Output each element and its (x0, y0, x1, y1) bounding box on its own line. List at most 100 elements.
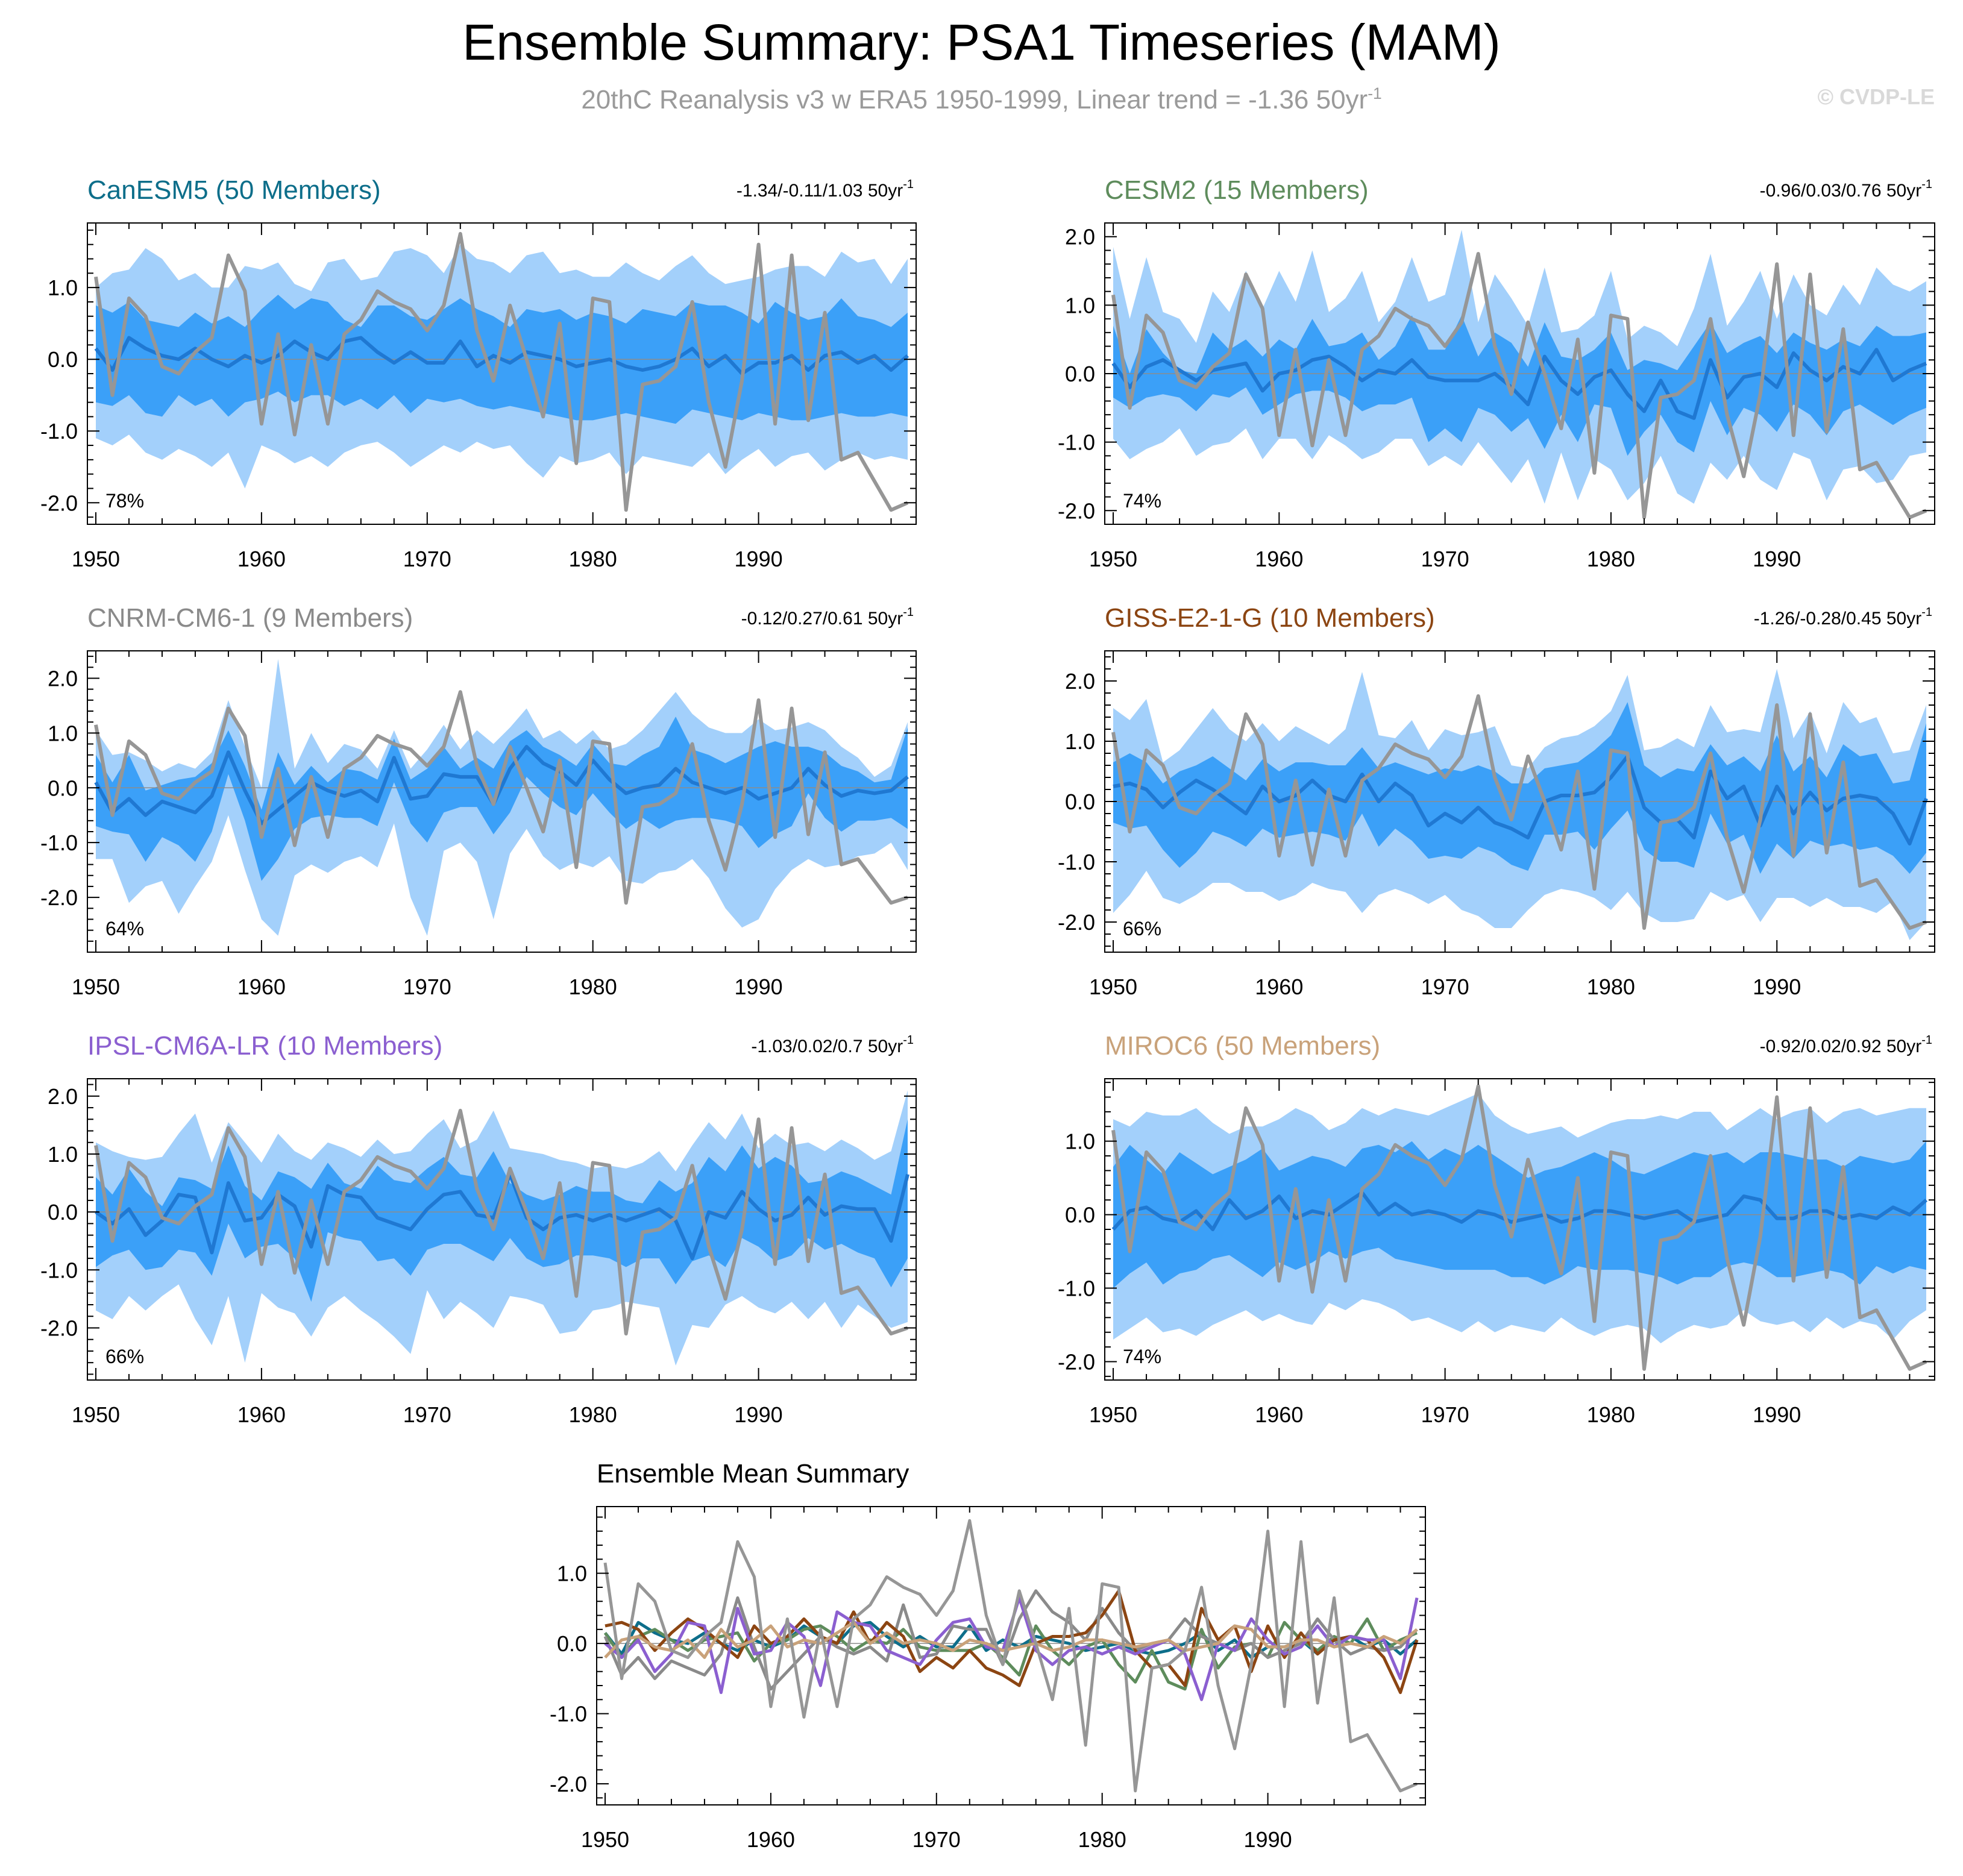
x-tick-label: 1950 (581, 1827, 629, 1852)
y-tick-label: -2.0 (550, 1772, 587, 1796)
ensemble-mean-line (94, 745, 909, 826)
x-tick-label: 1960 (1255, 974, 1303, 999)
y-tick-label: 0.0 (48, 776, 78, 800)
series-line-miroc6 (604, 1620, 1418, 1659)
x-tick-label: 1960 (1255, 547, 1303, 571)
y-tick-label: 0.0 (1065, 789, 1095, 814)
y-tick-label: -1.0 (1058, 1276, 1095, 1301)
band-25-75-percentile (96, 717, 908, 881)
y-tick-label: -1.0 (40, 419, 78, 444)
y-tick-label: 1.0 (1065, 1129, 1095, 1154)
x-tick-label: 1980 (569, 1402, 617, 1427)
y-tick-label: 2.0 (48, 666, 78, 691)
trend-superscript: -1 (903, 1034, 914, 1047)
subtitle-superscript: -1 (1368, 84, 1382, 102)
plot-frame (596, 1506, 1426, 1805)
y-tick-label: -2.0 (1058, 910, 1095, 935)
trend-text: -1.34/-0.11/1.03 50yr (737, 181, 903, 201)
trend-superscript: -1 (903, 178, 914, 191)
y-tick-label: -2.0 (40, 885, 78, 910)
observed-line (1111, 252, 1927, 519)
y-tick-label: 2.0 (1065, 669, 1095, 694)
observed-line (1111, 1084, 1927, 1371)
trend-label: -1.34/-0.11/1.03 50yr-1 (737, 178, 914, 201)
panel-title: CanESM5 (50 Members) (87, 175, 381, 205)
trend-label: -0.12/0.27/0.61 50yr-1 (741, 606, 914, 629)
x-tick-label: 1970 (1421, 974, 1469, 999)
x-tick-label: 1990 (735, 974, 783, 999)
x-tick-label: 1970 (1421, 1402, 1469, 1427)
y-tick-label: 0.0 (48, 1200, 78, 1225)
series-line-observed (603, 1519, 1418, 1793)
percent-label: 66% (105, 1346, 144, 1367)
x-tick-label: 1960 (747, 1827, 795, 1852)
y-tick-label: 2.0 (48, 1084, 78, 1109)
panel-5: 2.0 1.0 0.0 -1.0 -2.0 1950 1960 1970 1980 1990 IPS… (40, 1031, 917, 1427)
y-tick-label: -2.0 (1058, 498, 1095, 523)
y-tick-label: 1.0 (48, 275, 78, 300)
x-tick-label: 1970 (403, 547, 451, 571)
panel-7: 1.0 0.0 -1.0 -2.0 1950 1960 1970 1980 1990 Ensemb… (550, 1459, 1426, 1852)
trend-label: -0.96/0.03/0.76 50yr-1 (1760, 178, 1932, 201)
panel-6: 1.0 0.0 -1.0 -2.0 1950 1960 1970 1980 1990 MIROC6… (1058, 1031, 1935, 1427)
x-tick-label: 1960 (237, 1402, 286, 1427)
y-tick-label: -2.0 (1058, 1350, 1095, 1375)
panel-title: IPSL-CM6A-LR (10 Members) (87, 1031, 442, 1061)
trend-text: -0.96/0.03/0.76 50yr (1760, 181, 1922, 201)
y-tick-label: 1.0 (557, 1561, 587, 1586)
y-tick-label: -1.0 (40, 830, 78, 855)
y-tick-label: 1.0 (1065, 293, 1095, 318)
y-tick-label: 0.0 (48, 347, 78, 372)
panel-2: 2.0 1.0 0.0 -1.0 -2.0 1950 1960 1970 1980 1990 CES… (1058, 175, 1935, 571)
y-tick-label: -1.0 (550, 1702, 587, 1727)
watermark: © CVDP-LE (1817, 84, 1935, 109)
x-tick-label: 1990 (735, 1402, 783, 1427)
panel-title: MIROC6 (50 Members) (1105, 1031, 1380, 1061)
x-tick-label: 1950 (72, 974, 120, 999)
x-tick-label: 1960 (1255, 1402, 1303, 1427)
y-tick-label: -1.0 (1058, 430, 1095, 455)
panel-4: 2.0 1.0 0.0 -1.0 -2.0 1950 1960 1970 1980 1990 GIS… (1058, 603, 1935, 999)
x-tick-label: 1950 (72, 547, 120, 571)
x-tick-label: 1950 (1089, 1402, 1137, 1427)
panel-title: GISS-E2-1-G (10 Members) (1105, 603, 1435, 633)
trend-superscript: -1 (1921, 178, 1932, 191)
percent-label: 66% (1123, 918, 1161, 940)
ensemble-mean-line (1111, 1191, 1927, 1231)
band-25-75-percentile (1113, 315, 1926, 456)
y-tick-label: 1.0 (48, 721, 78, 745)
x-tick-label: 1980 (1078, 1827, 1126, 1852)
percent-label: 74% (1123, 1346, 1161, 1367)
x-tick-label: 1960 (237, 547, 286, 571)
y-tick-label: -1.0 (1058, 850, 1095, 874)
x-tick-label: 1950 (1089, 547, 1137, 571)
ensemble-mean-line (1111, 348, 1927, 420)
observed-line (94, 231, 909, 512)
x-tick-label: 1980 (569, 974, 617, 999)
panel-title: CESM2 (15 Members) (1105, 175, 1369, 205)
trend-superscript: -1 (1921, 1034, 1932, 1047)
observed-line (1111, 694, 1927, 930)
trend-label: -1.26/-0.28/0.45 50yr-1 (1754, 606, 1932, 629)
x-tick-label: 1970 (403, 974, 451, 999)
y-tick-label: -2.0 (40, 1316, 78, 1340)
trend-superscript: -1 (1921, 606, 1932, 619)
observed-line (94, 690, 908, 905)
y-tick-label: -1.0 (40, 1258, 78, 1282)
panel-1: 1.0 0.0 -1.0 -2.0 1950 1960 1970 1980 1990 CanESM… (40, 175, 917, 571)
panel-title: CNRM-CM6-1 (9 Members) (87, 603, 413, 633)
x-tick-label: 1990 (1753, 1402, 1801, 1427)
x-tick-label: 1990 (735, 547, 783, 571)
x-tick-label: 1980 (1587, 547, 1635, 571)
y-tick-label: 2.0 (1065, 225, 1095, 249)
plot-frame (87, 1078, 917, 1381)
trend-label: -0.92/0.02/0.92 50yr-1 (1760, 1034, 1932, 1056)
x-tick-label: 1990 (1244, 1827, 1292, 1852)
series-line-cesm2 (603, 1617, 1418, 1691)
ensemble-mean-line (94, 336, 909, 375)
y-tick-label: 0.0 (1065, 1203, 1095, 1228)
x-tick-label: 1970 (912, 1827, 961, 1852)
trend-label: -1.03/0.02/0.7 50yr-1 (751, 1034, 914, 1056)
y-tick-label: -2.0 (40, 491, 78, 515)
panel-3: 2.0 1.0 0.0 -1.0 -2.0 1950 1960 1970 1980 1990 CNR… (40, 603, 917, 999)
